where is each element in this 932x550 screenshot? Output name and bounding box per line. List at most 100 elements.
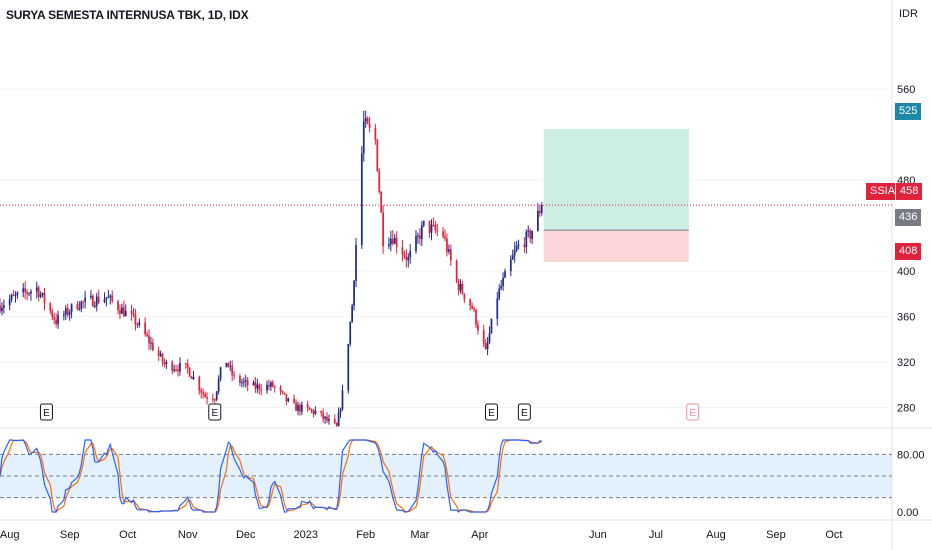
candle-body: [509, 259, 512, 272]
candle-body: [333, 419, 336, 424]
candle-body: [513, 250, 516, 256]
candle-body: [328, 419, 330, 421]
candle-body: [190, 376, 193, 379]
time-tick-label: Sep: [766, 529, 786, 541]
candle-body: [287, 398, 290, 402]
candle-body: [2, 305, 5, 308]
candle-body: [8, 299, 11, 306]
candle-body: [124, 310, 127, 317]
candle-body: [285, 394, 288, 402]
candle-body: [446, 238, 448, 252]
candle-body: [405, 256, 408, 261]
candle-body: [401, 247, 404, 255]
candle-body: [382, 212, 384, 247]
candle-body: [341, 390, 344, 410]
candle-body: [310, 409, 313, 411]
candle-body: [351, 305, 354, 323]
time-tick-label: Aug: [706, 529, 726, 541]
candle-body: [109, 295, 112, 298]
candle-body: [482, 330, 485, 344]
time-tick-label: Dec: [236, 529, 256, 541]
candle-body: [121, 307, 123, 314]
candle-body: [165, 362, 168, 365]
earnings-label: E: [689, 408, 696, 419]
candle-body: [76, 304, 79, 310]
candle-body: [504, 271, 506, 278]
candle-body: [84, 297, 87, 302]
candle-body: [320, 410, 323, 413]
candle-body: [388, 244, 390, 247]
candle-body: [144, 322, 146, 335]
time-tick-label: Apr: [471, 529, 488, 541]
candle-body: [175, 369, 177, 371]
candle-body: [417, 235, 419, 237]
candle-body: [540, 205, 543, 213]
candle-body: [326, 416, 328, 421]
candle-body: [511, 255, 514, 260]
time-tick-label: Jul: [649, 529, 663, 541]
stop-zone: [543, 230, 689, 262]
candle-body: [12, 295, 15, 297]
candle-body: [471, 305, 473, 309]
earnings-label: E: [488, 408, 495, 419]
time-tick-label: 2023: [293, 529, 317, 541]
time-tick-label: Nov: [178, 529, 198, 541]
last-price-tag: 458: [895, 183, 923, 200]
candle-body: [531, 230, 533, 239]
candle-body: [537, 210, 539, 231]
candle-body: [24, 288, 27, 292]
candle-body: [295, 402, 297, 411]
candle-body: [217, 378, 220, 392]
time-tick-label: Oct: [119, 529, 136, 541]
candle-body: [213, 399, 216, 401]
candle-body: [134, 314, 137, 325]
candle-body: [157, 350, 160, 356]
candle-body: [395, 237, 398, 248]
candle-body: [517, 244, 520, 246]
candle-body: [502, 277, 504, 287]
candle-body: [463, 293, 466, 300]
candle-body: [432, 224, 435, 226]
candle-body: [229, 365, 232, 367]
earnings-label: E: [521, 408, 528, 419]
candle-body: [300, 404, 303, 412]
earnings-label: E: [43, 408, 50, 419]
candle-body: [428, 220, 431, 233]
candle-body: [469, 299, 472, 306]
candle-body: [138, 322, 141, 326]
candle-body: [434, 224, 437, 231]
candle-body: [314, 410, 317, 414]
candle-body: [527, 230, 530, 232]
candle-body: [324, 416, 326, 419]
candles: [0, 110, 543, 427]
target-price-tag: 525: [895, 103, 922, 120]
candle-body: [122, 307, 125, 317]
candle-body: [393, 237, 396, 244]
candle-body: [403, 254, 406, 257]
candle-body: [409, 251, 412, 258]
stochastic-pane: [0, 439, 892, 514]
candle-body: [111, 295, 114, 302]
candle-body: [206, 397, 208, 399]
candle-body: [419, 235, 421, 239]
candle-body: [35, 287, 38, 292]
candle-body: [461, 283, 464, 294]
candle-body: [500, 286, 503, 289]
candle-body: [215, 391, 218, 400]
candle-body: [233, 375, 235, 377]
candle-body: [378, 171, 381, 193]
candle-body: [159, 353, 162, 356]
stoch-tick-label: 0.00: [897, 507, 918, 519]
price-tick-label: 360: [897, 312, 915, 324]
entry-price-tag: 436: [895, 209, 922, 226]
time-tick-label: Jun: [589, 529, 607, 541]
candle-body: [270, 382, 272, 387]
candle-body: [22, 288, 25, 293]
candle-body: [211, 398, 214, 400]
candle-body: [37, 287, 40, 297]
candle-body: [273, 386, 276, 388]
candle-body: [198, 376, 201, 391]
price-tick-label: 320: [897, 357, 915, 369]
